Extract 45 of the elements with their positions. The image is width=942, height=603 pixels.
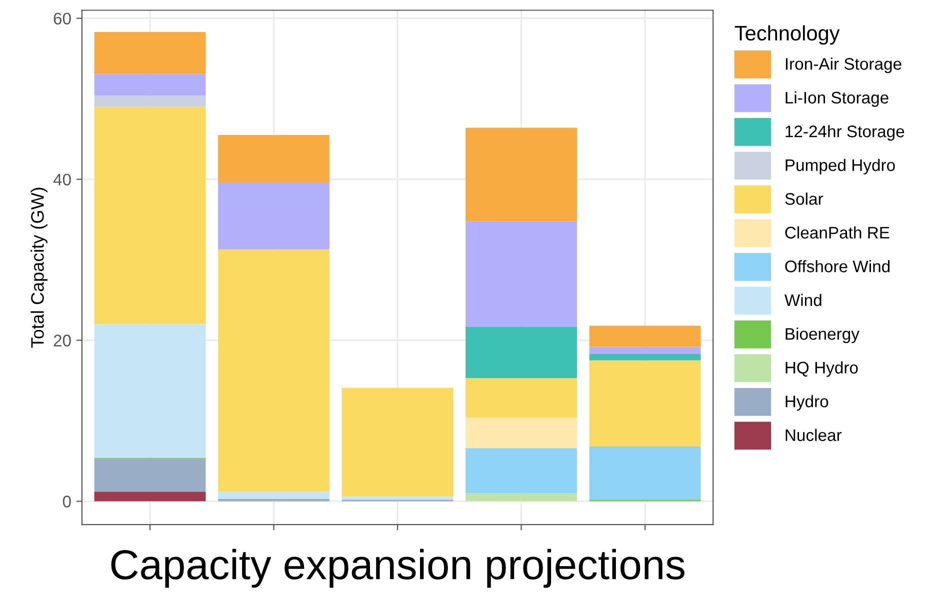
y-axis-title: Total Capacity (GW): [30, 188, 48, 348]
legend-label: Li-Ion Storage: [786, 91, 888, 107]
y-tick-label: 20: [54, 334, 71, 346]
legend-label: HQ Hydro: [786, 361, 858, 377]
bar: [466, 326, 577, 378]
x-axis-title: Capacity expansion projections: [111, 548, 684, 588]
bar: [218, 135, 330, 183]
bar: [218, 249, 330, 492]
legend-label: 12-24hr Storage: [786, 125, 904, 141]
legend-label: CleanPath RE: [785, 226, 890, 239]
y-tick-label: 60: [54, 12, 71, 25]
bar: [94, 74, 206, 96]
bar: [94, 32, 206, 74]
legend-label: Solar: [785, 192, 824, 205]
y-tick-label: 0: [62, 496, 71, 508]
bar: [94, 106, 206, 324]
legend-label: Wind: [784, 294, 822, 306]
bar: [94, 458, 206, 492]
bar: [589, 360, 701, 447]
y-tick-label: 40: [53, 174, 71, 186]
bar: [94, 324, 206, 458]
legend-title: Technology: [734, 25, 840, 45]
legend-label: Offshore Wind: [785, 260, 890, 272]
bar: [466, 378, 577, 418]
bar: [342, 388, 454, 496]
bar: [466, 128, 577, 222]
bar: [466, 448, 577, 494]
bar: [589, 446, 701, 500]
bar: [589, 326, 701, 347]
bar: [218, 492, 330, 499]
legend-label: Hydro: [786, 395, 828, 411]
bar: [589, 354, 701, 360]
bar: [94, 492, 206, 502]
bar: [589, 346, 701, 354]
bar: [218, 182, 330, 250]
legend-label: Nuclear: [786, 428, 842, 442]
bar: [94, 96, 206, 107]
bar: [466, 221, 577, 327]
bar: [466, 418, 577, 448]
legend-label: Bioenergy: [786, 328, 860, 344]
bar: [218, 498, 330, 502]
legend-label: Pumped Hydro: [786, 158, 895, 174]
legend-label: Iron-Air Storage: [786, 58, 902, 74]
bar: [466, 493, 577, 502]
bar: [342, 496, 454, 500]
